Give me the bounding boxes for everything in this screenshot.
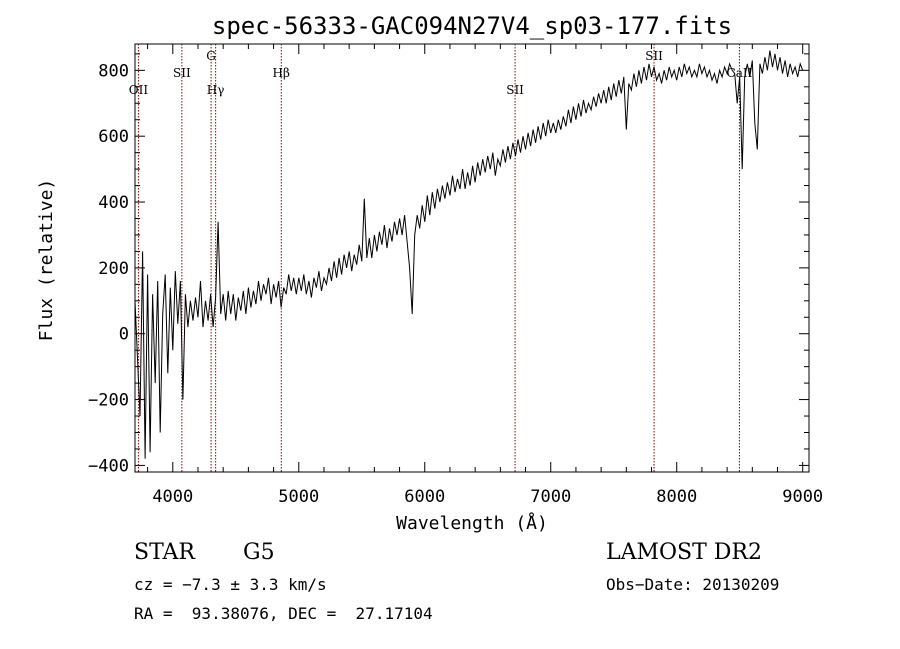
object-subclass: G5 xyxy=(243,540,275,565)
velocity-readout: cz = −7.3 ± 3.3 km/s xyxy=(134,575,327,594)
plot-frame xyxy=(134,43,810,473)
spectrum-line xyxy=(134,50,804,459)
x-tick-label: 6000 xyxy=(404,487,445,507)
x-tick-label: 7000 xyxy=(530,487,571,507)
obs-date: Obs−Date: 20130209 xyxy=(606,575,780,594)
x-tick-label: 8000 xyxy=(656,487,697,507)
object-class: STAR xyxy=(134,540,195,565)
x-tick-label: 4000 xyxy=(152,487,193,507)
survey-name: LAMOST DR2 xyxy=(606,540,762,565)
y-tick-label: 200 xyxy=(98,259,129,279)
spectral-line-label: Hγ xyxy=(207,83,225,97)
y-tick-label: 400 xyxy=(98,193,129,213)
y-tick-label: −400 xyxy=(88,456,129,476)
spectral-line-label: G xyxy=(206,49,216,63)
coordinates: RA = 93.38076, DEC = 27.17104 xyxy=(134,604,433,623)
y-axis-label: Flux (relative) xyxy=(36,179,57,342)
y-tick-label: 600 xyxy=(98,127,129,147)
y-tick-label: −200 xyxy=(88,391,129,411)
spectral-line-label: Hβ xyxy=(273,66,290,80)
x-tick-label: 5000 xyxy=(278,487,319,507)
y-tick-label: 800 xyxy=(98,61,129,81)
spectral-line-label: SII xyxy=(173,66,191,80)
y-tick-label: 0 xyxy=(119,325,129,345)
x-tick-label: 9000 xyxy=(782,487,823,507)
x-axis-label: Wavelength (Å) xyxy=(396,512,548,534)
spectral-line-label: SII xyxy=(645,49,663,63)
spectral-line-label: OII xyxy=(129,83,149,97)
plot-area: 4000 5000 6000 7000 8000 9000 −400 −200 0 200 400 6… xyxy=(88,43,823,507)
chart-title: spec-56333-GAC094N27V4_sp03-177.fits xyxy=(212,12,732,40)
spectral-line-label: SII xyxy=(506,83,524,97)
